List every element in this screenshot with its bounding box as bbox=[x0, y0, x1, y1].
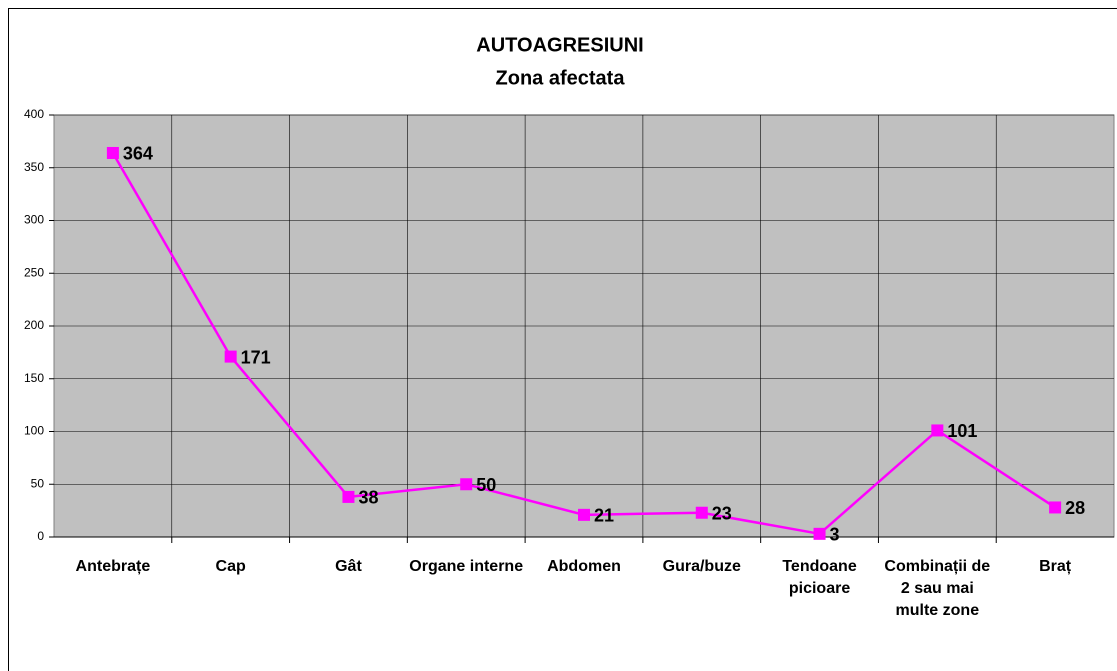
x-tick-label: Abdomen bbox=[547, 558, 621, 575]
data-label: 101 bbox=[947, 421, 977, 441]
data-label: 171 bbox=[241, 347, 271, 367]
marker bbox=[1049, 501, 1062, 514]
x-tick-label: Tendoane picioare bbox=[782, 558, 857, 597]
x-tick-label: Combinații de 2 sau mai multe zone bbox=[884, 558, 991, 619]
marker bbox=[813, 527, 826, 540]
marker bbox=[224, 350, 237, 363]
y-tick-label: 50 bbox=[31, 476, 45, 490]
y-tick-label: 400 bbox=[24, 107, 44, 121]
data-label: 28 bbox=[1065, 498, 1085, 518]
x-tick-label: Cap bbox=[215, 558, 246, 575]
y-tick-label: 100 bbox=[24, 424, 44, 438]
y-tick-label: 150 bbox=[24, 371, 44, 385]
y-tick-label: 0 bbox=[37, 529, 44, 543]
y-tick-label: 350 bbox=[24, 160, 44, 174]
data-label: 50 bbox=[476, 475, 496, 495]
marker bbox=[578, 508, 590, 521]
chart-subtitle: Zona afectata bbox=[496, 67, 626, 89]
marker bbox=[342, 490, 355, 503]
marker bbox=[695, 506, 708, 519]
data-label: 21 bbox=[594, 506, 614, 526]
chart-title: AUTOAGRESIUNI bbox=[476, 34, 643, 56]
x-tick-label: Gura/buze bbox=[662, 558, 741, 575]
marker bbox=[106, 146, 119, 159]
data-label: 38 bbox=[358, 488, 378, 508]
data-label: 3 bbox=[830, 525, 840, 545]
x-tick-label: Antebrațe bbox=[75, 558, 151, 575]
y-tick-label: 250 bbox=[24, 265, 44, 279]
data-label: 364 bbox=[123, 144, 153, 164]
marker bbox=[931, 424, 944, 437]
x-tick-label: Organe interne bbox=[409, 558, 524, 575]
y-tick-label: 300 bbox=[24, 213, 44, 227]
data-label: 23 bbox=[712, 503, 732, 523]
x-tick-label: Braț bbox=[1039, 558, 1072, 575]
marker bbox=[460, 478, 473, 491]
y-tick-label: 200 bbox=[24, 318, 44, 332]
x-tick-label: Gât bbox=[335, 558, 362, 575]
